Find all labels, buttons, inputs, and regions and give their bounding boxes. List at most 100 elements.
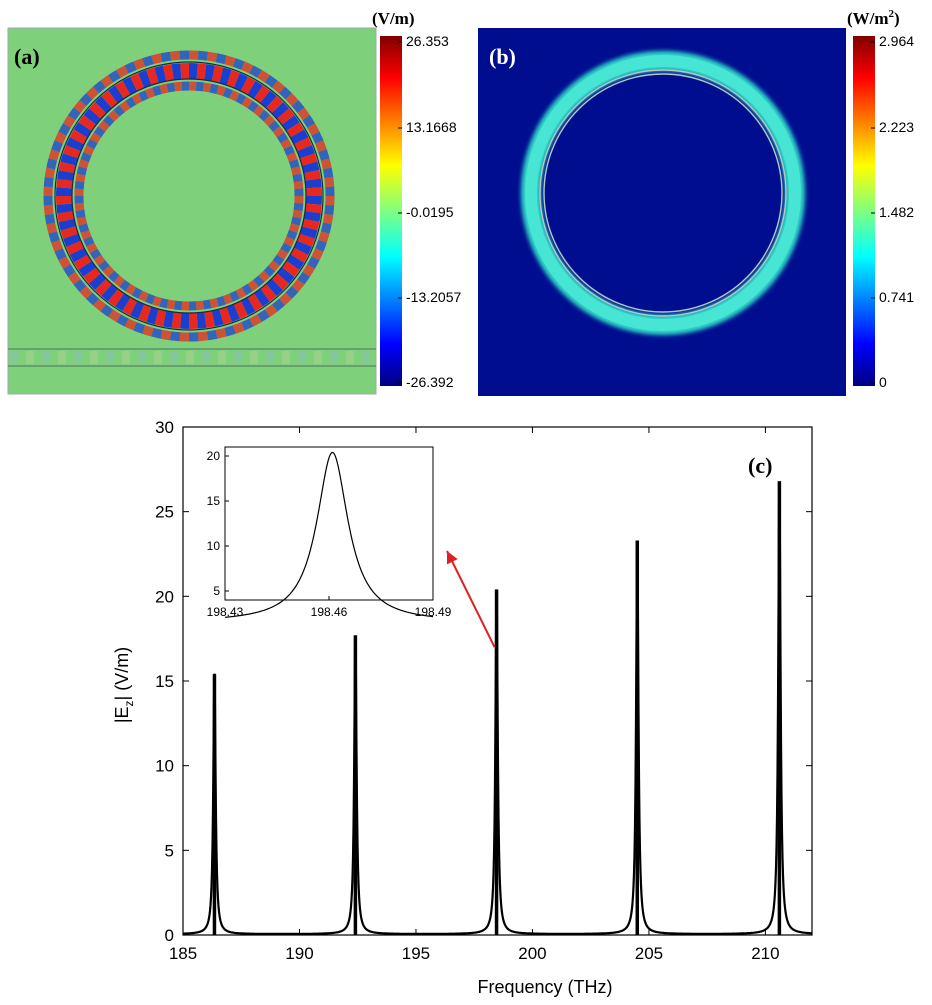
field-lobe <box>135 63 144 66</box>
field-lobe <box>226 330 235 333</box>
bus-field-lobe <box>122 351 130 364</box>
y-tick-label: 15 <box>155 672 174 691</box>
field-lobe <box>275 302 282 308</box>
field-lobe <box>135 326 144 329</box>
field-lobe <box>141 78 149 81</box>
field-lobe <box>213 73 221 75</box>
field-lobe <box>134 81 142 84</box>
field-lobe <box>305 148 308 156</box>
field-lobe <box>305 236 308 244</box>
panel-a-colorbar-ticks: 26.353 13.1668 -0.0195 -13.2057 -26.392 <box>398 33 461 390</box>
x-tick-label: 185 <box>169 944 197 963</box>
field-lobe <box>293 161 295 168</box>
inset-y-tick-label: 20 <box>207 449 221 463</box>
field-lobe <box>267 269 272 274</box>
bus-field-lobe <box>282 351 290 364</box>
bus-field-lobe <box>298 351 306 364</box>
field-lobe <box>67 267 72 275</box>
field-lobe <box>295 103 301 110</box>
field-lobe <box>165 72 173 73</box>
field-lobe <box>238 291 244 294</box>
field-lobe <box>107 97 113 102</box>
panel-a-svg: (a) (V/m) 26.353 13.1668 -0.0195 -13.205… <box>0 0 470 400</box>
panel-a-label: (a) <box>14 44 40 69</box>
field-lobe <box>260 74 268 79</box>
bus-field-pattern <box>10 351 370 364</box>
cb-a-tick-2: -0.0195 <box>406 204 454 220</box>
field-lobe <box>85 154 88 161</box>
field-lobe <box>298 182 299 189</box>
field-lobe <box>168 304 175 305</box>
field-lobe <box>111 74 119 79</box>
field-lobe <box>243 323 251 327</box>
field-lobe <box>284 141 287 147</box>
field-lobe <box>68 156 70 164</box>
bus-field-lobe <box>362 351 370 364</box>
field-lobe <box>95 108 101 114</box>
field-lobe <box>288 238 291 245</box>
field-lobe <box>283 114 288 120</box>
field-lobe <box>229 78 237 81</box>
field-lobe <box>161 302 168 304</box>
field-lobe <box>120 300 127 304</box>
field-lobe <box>276 129 280 135</box>
field-lobe <box>83 96 89 103</box>
field-lobe <box>65 172 66 180</box>
field-lobe <box>141 312 149 315</box>
panel-a: (a) (V/m) 26.353 13.1668 -0.0195 -13.205… <box>0 0 470 400</box>
field-lobe <box>311 258 315 266</box>
field-lobe <box>244 101 250 105</box>
panel-b-unit: (W/m2) <box>847 8 900 28</box>
cb-b-tick-4: 0 <box>879 374 887 390</box>
field-lobe <box>175 86 182 87</box>
field-lobe <box>71 236 74 244</box>
field-lobe <box>301 244 304 252</box>
field-lobe <box>80 175 81 182</box>
field-lobe <box>85 265 90 272</box>
field-lobe <box>81 168 83 175</box>
field-lobe <box>271 102 277 108</box>
field-lobe <box>289 289 295 296</box>
x-tick-label: 205 <box>635 944 663 963</box>
panel-b-svg: (b) (W/m2) 2.964 2.223 1.482 0.741 0 <box>475 0 932 400</box>
field-lobe <box>256 109 262 114</box>
field-lobe <box>277 278 283 284</box>
field-lobe <box>65 212 66 220</box>
cb-b-tick-3: 0.741 <box>879 289 914 305</box>
field-lobe <box>77 251 81 258</box>
field-lobe <box>113 92 120 97</box>
field-lobe <box>250 283 256 287</box>
field-lobe <box>103 308 111 313</box>
x-axis-label: Frequency (THz) <box>477 977 612 997</box>
field-lobe <box>205 72 213 73</box>
field-lobe <box>284 245 287 251</box>
field-lobe <box>111 313 119 318</box>
field-lobe <box>297 134 301 141</box>
field-lobe <box>157 317 165 319</box>
field-lobe <box>71 148 74 156</box>
field-lobe <box>307 156 309 164</box>
field-lobe <box>327 169 329 178</box>
bus-field-lobe <box>42 351 50 364</box>
field-lobe <box>271 284 277 290</box>
field-lobe <box>74 244 77 252</box>
field-lobe <box>66 220 68 228</box>
field-lobe <box>301 274 306 282</box>
field-lobe <box>72 110 77 118</box>
y-tick-label: 20 <box>155 587 174 606</box>
field-lobe <box>128 101 134 105</box>
field-lobe <box>207 56 216 58</box>
bus-field-lobe <box>154 351 162 364</box>
field-lobe <box>119 70 127 74</box>
field-lobe <box>49 169 51 178</box>
field-lobe <box>79 182 80 189</box>
field-lobe <box>297 210 298 217</box>
field-lobe <box>311 126 315 134</box>
field-lobe <box>275 84 282 90</box>
field-lobe <box>117 109 123 114</box>
bus-field-lobe <box>186 351 194 364</box>
field-lobe <box>297 175 298 182</box>
field-lobe <box>313 180 314 188</box>
field-lobe <box>127 323 135 327</box>
field-lobe <box>162 334 171 336</box>
